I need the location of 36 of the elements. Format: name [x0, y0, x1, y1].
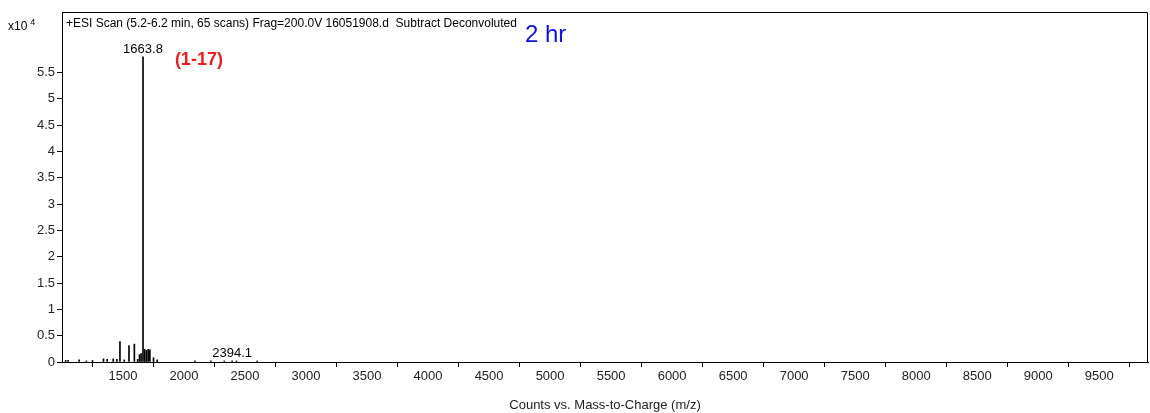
- x-tick-label: 3000: [291, 368, 321, 384]
- x-tick-label: 4000: [413, 368, 443, 384]
- annotation: 1663.8: [123, 40, 163, 56]
- annotation: 2 hr: [524, 20, 567, 47]
- y-tick-label: 3.5: [36, 169, 55, 185]
- y-tick-label: 3: [47, 195, 55, 211]
- x-tick-label: 6000: [657, 368, 687, 384]
- x-tick-label: 2000: [169, 368, 199, 384]
- y-tick-label: 4: [47, 143, 55, 159]
- x-tick-label: 1500: [108, 368, 138, 384]
- y-tick-label: 5: [47, 90, 55, 106]
- y-tick-label: 5.5: [36, 64, 55, 80]
- y-tick-label: 0: [47, 353, 55, 369]
- x-tick-label: 9500: [1084, 368, 1114, 384]
- chart-title: +ESI Scan (5.2-6.2 min, 65 scans) Frag=200.0V 16051908.d Subtract Deconvoluted: [66, 16, 517, 30]
- y-tick-label: 1: [47, 300, 55, 316]
- y-tick-label: 0.5: [36, 327, 55, 343]
- x-axis-title: Counts vs. Mass-to-Charge (m/z): [509, 396, 701, 412]
- x-tick-label: 7000: [779, 368, 809, 384]
- annotation: 2394.1: [212, 344, 252, 360]
- y-tick-label: 1.5: [36, 274, 55, 290]
- x-tick-label: 8000: [901, 368, 931, 384]
- y-tick-label: 2.5: [36, 222, 55, 237]
- x-tick-label: 8500: [962, 368, 992, 384]
- x-tick-label: 2500: [230, 368, 260, 384]
- x-tick-label: 5500: [596, 368, 626, 384]
- x-tick-label: 4500: [474, 368, 504, 384]
- y-tick-label: 4.5: [36, 116, 55, 132]
- y-tick-label: 2: [47, 248, 55, 264]
- x-tick-label: 6500: [718, 368, 748, 384]
- x-tick-label: 5000: [535, 368, 565, 384]
- x-tick-label: 7500: [840, 368, 870, 384]
- x-tick-label: 9000: [1023, 368, 1053, 384]
- x-tick-label: 3500: [352, 368, 382, 384]
- y-axis-title: x104: [8, 17, 36, 33]
- annotation: (1-17): [174, 49, 223, 69]
